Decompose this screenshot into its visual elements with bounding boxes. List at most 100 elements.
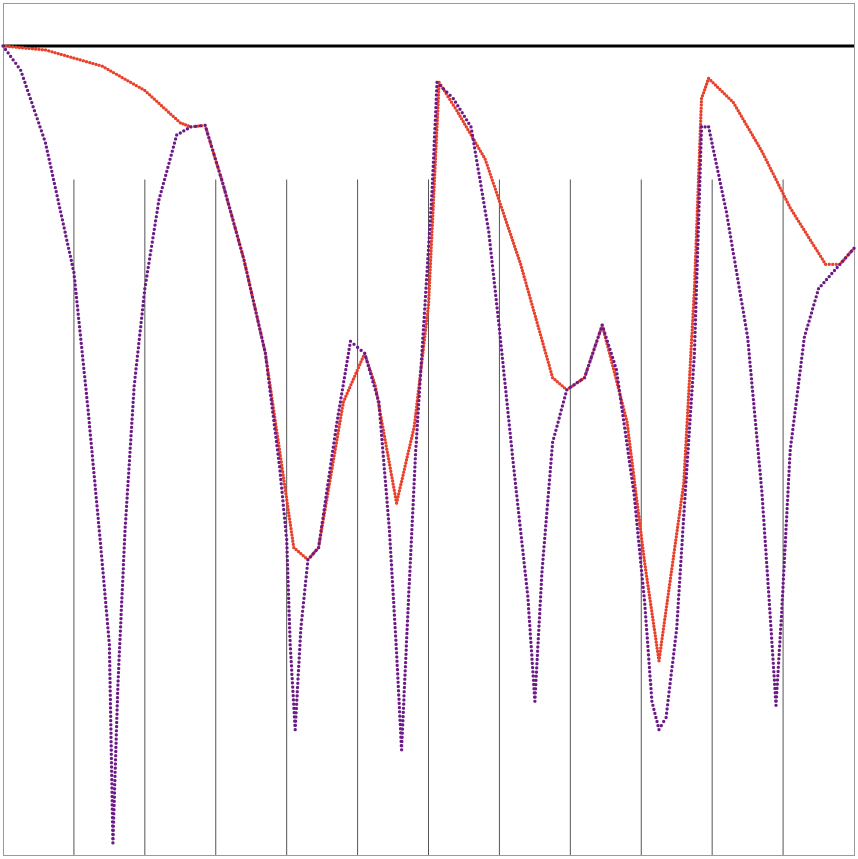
series-1-point [431, 204, 435, 208]
series-2-point [109, 714, 113, 719]
series-2-point [498, 331, 502, 335]
series-1-point [478, 149, 483, 153]
series-2-point [287, 601, 291, 605]
series-1-point [639, 530, 643, 534]
series-2-point [140, 316, 144, 320]
series-2-point [698, 188, 702, 192]
series-2-point [129, 434, 133, 438]
series-2-point [259, 331, 263, 335]
series-1-point [291, 539, 295, 543]
series-2-point [340, 388, 344, 392]
series-1-point [676, 522, 680, 526]
series-2-point [113, 783, 117, 787]
series-2-point [774, 695, 779, 699]
series-2-point [529, 645, 533, 649]
series-2-point [724, 210, 729, 214]
series-1-point [690, 328, 694, 332]
series-2-point [429, 202, 433, 206]
series-2-point [126, 484, 130, 488]
series-2-point [302, 596, 306, 601]
series-1-point [484, 160, 488, 164]
series-1-point [683, 462, 687, 466]
series-2 [1, 44, 856, 845]
series-1-point [738, 111, 742, 115]
series-1-point [689, 341, 694, 345]
series-2-point [427, 240, 431, 244]
series-2-point [488, 238, 492, 243]
series-1-point [410, 433, 414, 438]
series-1-point [687, 392, 691, 396]
series-2-point [370, 376, 374, 380]
series-2-point [55, 194, 59, 198]
series-2-point [285, 563, 290, 567]
series-1-point [117, 74, 121, 78]
series-2-point [572, 383, 576, 387]
series-2-point [559, 408, 563, 412]
series-2-point [506, 415, 510, 419]
series-2-point [248, 283, 252, 287]
series-2-point [762, 523, 766, 527]
series-2-point [395, 651, 399, 655]
series-2-point [423, 307, 427, 311]
series-2-point [111, 841, 115, 845]
series-1-point [560, 384, 564, 388]
series-1-point [679, 500, 683, 504]
series-2-point [640, 573, 644, 577]
series-2-point [534, 674, 538, 678]
series-1-point [691, 312, 695, 316]
series-2-point [677, 593, 681, 597]
series-2-point [297, 664, 301, 669]
series-2-point [714, 161, 718, 165]
series-1-point [11, 45, 15, 49]
series-1-point [542, 345, 546, 349]
series-1-point [757, 144, 761, 148]
series-1-point [753, 138, 758, 142]
series-2-point [395, 655, 399, 659]
series-2-point [34, 113, 38, 117]
series-2-point [77, 320, 81, 325]
series-2-point [116, 671, 121, 675]
series-2-point [547, 482, 551, 486]
series-2-point [92, 475, 96, 479]
series-2-point [746, 335, 750, 339]
series-2-point [687, 426, 692, 430]
series-1-point [507, 229, 512, 233]
series-2-point [605, 339, 610, 343]
series-2-point [401, 719, 405, 723]
series-2-point [696, 242, 700, 246]
series-1-point [749, 130, 753, 134]
series-2-point [541, 561, 545, 566]
series-2-point [46, 153, 50, 157]
series-2-point [645, 627, 649, 632]
series-1-point [686, 395, 691, 399]
series-2-point [506, 410, 510, 415]
series-2-point [546, 499, 550, 503]
series-2-point [414, 444, 418, 448]
series-1-point [412, 427, 416, 431]
series-1-point [660, 640, 664, 644]
series-2-point [116, 691, 120, 696]
series-2-point [495, 306, 499, 310]
series-1-point [429, 249, 433, 253]
series-1-point [449, 100, 454, 104]
series-1-point [689, 344, 693, 348]
series-2-point [745, 331, 749, 335]
series-2-point [708, 133, 712, 137]
series-2-point [273, 427, 277, 431]
series-1-point [612, 370, 616, 374]
series-2-point [363, 351, 367, 355]
series-2-point [843, 256, 848, 260]
series-1-point [348, 386, 352, 390]
series-2-point [256, 319, 260, 323]
series-2-point [429, 211, 433, 215]
series-1-point [482, 155, 486, 159]
series-2-point [415, 432, 419, 436]
series-2-point [283, 525, 287, 529]
series-2-point [402, 702, 406, 706]
series-1-point [157, 101, 161, 105]
series-2-point [383, 471, 387, 475]
series-1-point [339, 413, 343, 417]
series-1-point [562, 386, 567, 390]
series-2-point [108, 681, 112, 685]
series-1-point [425, 316, 429, 320]
